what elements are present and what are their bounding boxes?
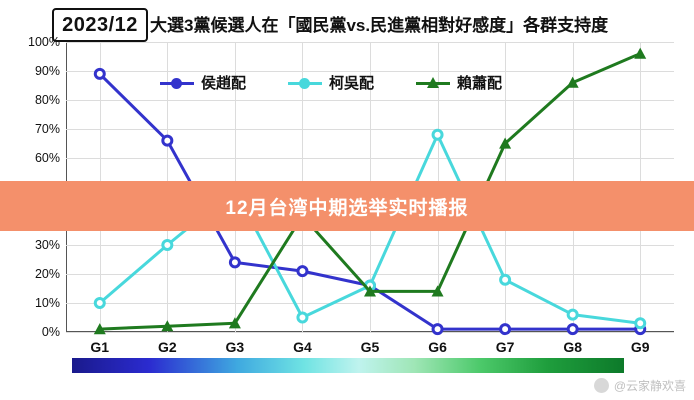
data-point-marker <box>161 320 174 332</box>
data-point-marker <box>499 137 512 149</box>
data-point-marker <box>566 323 579 336</box>
watermark-text: @云家静欢喜 <box>613 379 686 393</box>
y-tick-label: 70% <box>34 122 60 136</box>
weibo-icon <box>593 378 609 393</box>
y-tick-label: 0% <box>41 325 60 339</box>
x-tick-label: G7 <box>495 339 515 355</box>
overlay-banner-text: 12月台湾中期选举实时播报 <box>225 197 469 219</box>
y-tick-label: 80% <box>34 93 60 107</box>
date-badge: 2023/12 <box>52 8 148 42</box>
data-point-marker <box>93 323 106 335</box>
overlay-banner <box>0 181 694 231</box>
data-point-marker <box>431 285 444 297</box>
x-tick-label: G4 <box>293 339 312 355</box>
legend-marker-circle-icon <box>288 76 323 90</box>
legend-item-2: 賴蕭配 <box>416 72 502 93</box>
data-point-marker <box>93 67 106 80</box>
x-tick-label: G1 <box>90 339 110 355</box>
legend-marker-triangle-icon <box>416 76 451 90</box>
x-tick-label: G3 <box>225 339 245 355</box>
legend-item-1: 柯吳配 <box>288 72 374 93</box>
y-tick-label: 60% <box>34 151 60 165</box>
data-point-marker <box>228 256 241 269</box>
x-tick-label: G9 <box>630 339 650 355</box>
data-point-marker <box>566 76 579 88</box>
legend-label-1: 柯吳配 <box>329 75 375 92</box>
chart-title: 大選3黨候選人在「國民黨vs.民進黨相對好感度」各群支持度 <box>150 15 609 35</box>
x-tick-label: G5 <box>360 339 380 355</box>
data-point-marker <box>161 134 174 147</box>
data-point-marker <box>499 323 512 336</box>
data-point-marker <box>431 128 444 141</box>
x-tick-label: G8 <box>563 339 582 355</box>
color-scale-bar <box>72 358 624 373</box>
x-tick-label: G6 <box>428 339 447 355</box>
data-point-marker <box>499 273 512 286</box>
data-point-marker <box>296 265 309 278</box>
watermark: @云家静欢喜 <box>593 377 686 394</box>
y-tick-label: 10% <box>34 296 60 310</box>
data-point-marker <box>364 285 376 297</box>
data-point-marker <box>566 308 579 321</box>
data-point-marker <box>634 317 647 330</box>
y-tick-label: 100% <box>28 35 60 49</box>
chart-legend: 侯趙配 柯吳配 賴蕭配 <box>160 72 502 93</box>
data-point-marker <box>634 47 647 59</box>
data-point-marker <box>296 311 309 324</box>
legend-label-0: 侯趙配 <box>201 75 247 92</box>
x-tick-label: G2 <box>157 339 177 355</box>
legend-item-0: 侯趙配 <box>160 72 246 93</box>
data-point-marker <box>431 323 444 336</box>
y-tick-label: 90% <box>34 64 60 78</box>
gridline-horizontal <box>66 332 674 333</box>
data-point-marker <box>93 297 106 309</box>
y-tick-label: 20% <box>34 267 60 281</box>
data-point-marker <box>228 317 241 329</box>
y-tick-label: 30% <box>34 238 60 252</box>
legend-label-2: 賴蕭配 <box>457 75 503 92</box>
legend-marker-circle-icon <box>160 76 194 90</box>
data-point-marker <box>161 239 174 251</box>
